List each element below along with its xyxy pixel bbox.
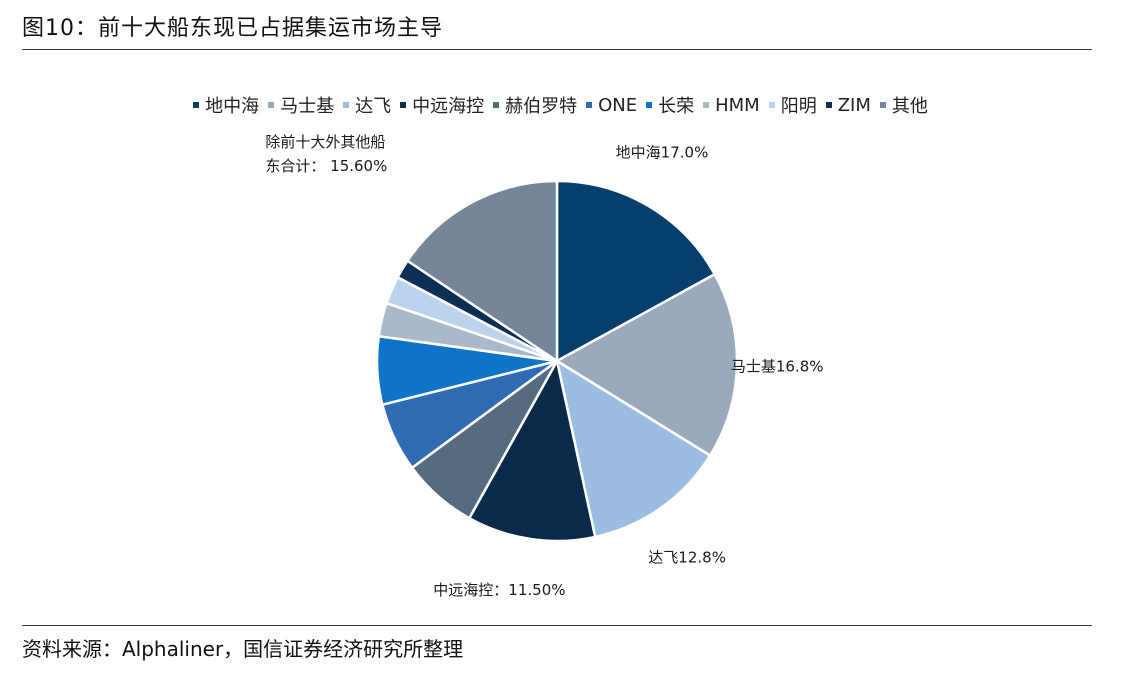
legend-item: 地中海 (193, 92, 259, 118)
legend-item: 阳明 (768, 92, 817, 118)
legend-swatch (343, 102, 350, 108)
legend-swatch (703, 102, 710, 108)
data-label: 马士基16.8% (731, 358, 824, 376)
legend-label: ONE (598, 94, 638, 116)
chart-legend: 地中海 马士基 达飞 中远海控 赫伯罗特 ONE 长荣 HMM 阳明 ZIM 其他 (0, 92, 1130, 118)
legend-swatch (646, 102, 653, 108)
pie-slice (555, 273, 739, 457)
figure-title: 图10：前十大船东现已占据集运市场主导 (22, 16, 443, 41)
legend-label: 马士基 (280, 96, 335, 117)
legend-item: 达飞 (343, 92, 391, 118)
pie-slice (555, 359, 712, 539)
legend-swatch (268, 102, 275, 108)
legend-label: 达飞 (355, 96, 392, 117)
legend-label: 阳明 (780, 96, 817, 117)
legend-item: 赫伯罗特 (493, 92, 577, 118)
legend-label: 长荣 (658, 96, 695, 117)
source-note: 资料来源：Alphaliner，国信证券经济研究所整理 (22, 637, 464, 661)
legend-swatch (400, 102, 407, 108)
legend-item: 其他 (879, 92, 928, 118)
legend-swatch (586, 102, 593, 108)
legend-swatch (879, 102, 886, 108)
legend-label: 中远海控 (412, 96, 485, 117)
legend-label: 地中海 (205, 96, 260, 117)
data-label: 中远海控：11.50% (433, 581, 565, 599)
legend-swatch (493, 102, 500, 108)
legend-item: HMM (703, 95, 760, 116)
legend-item: ONE (586, 95, 637, 116)
legend-swatch (768, 102, 775, 108)
data-label-line: 除前十大外其他船 (265, 133, 385, 151)
pie-slice (555, 179, 716, 363)
source-divider (22, 625, 1092, 626)
pie-slice (468, 359, 597, 543)
data-label-line: 东合计： 15.60% (265, 157, 387, 175)
data-label: 达飞12.8% (648, 548, 726, 566)
legend-item: ZIM (825, 94, 871, 116)
legend-label: 其他 (891, 96, 928, 117)
legend-item: 长荣 (646, 92, 694, 118)
legend-label: HMM (715, 94, 760, 116)
legend-swatch (193, 102, 200, 108)
data-label: 除前十大外其他船东合计： 15.60% (265, 133, 387, 175)
pie-chart: 地中海17.0% 马士基16.8% 达飞12.8% 中远海控：11.50% 除前十大外其… (265, 133, 824, 599)
legend-item: 马士基 (268, 92, 334, 118)
legend-label: 赫伯罗特 (505, 96, 578, 117)
title-divider (22, 49, 1092, 50)
legend-label: ZIM (837, 94, 871, 116)
legend-item: 中远海控 (400, 92, 484, 118)
pie-slice (406, 179, 559, 363)
data-label: 地中海17.0% (616, 143, 709, 161)
legend-swatch (825, 102, 832, 108)
